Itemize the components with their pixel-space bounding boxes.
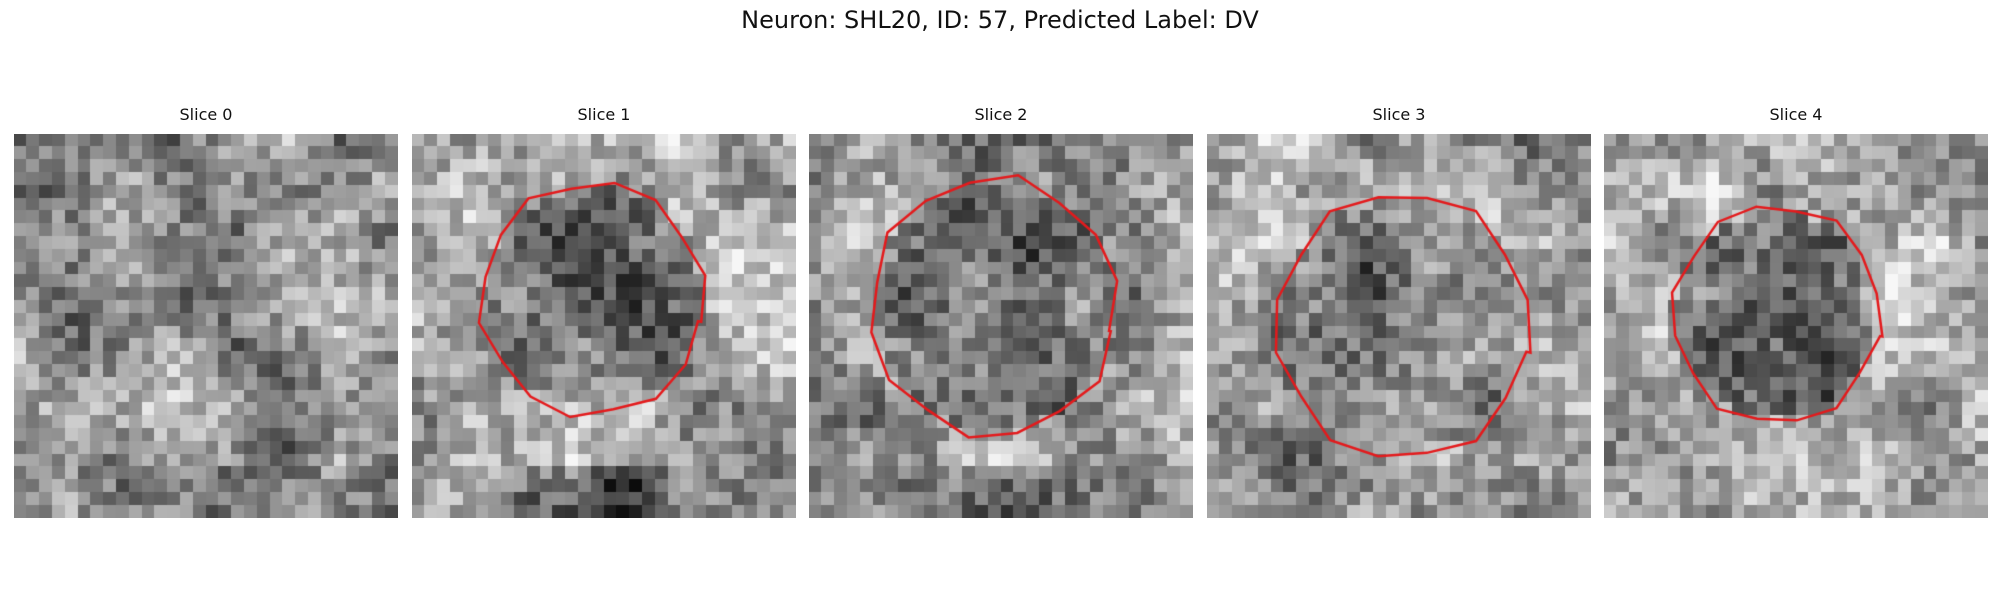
slice-title: Slice 4	[1769, 105, 1823, 124]
slice-title: Slice 0	[179, 105, 233, 124]
slice-image	[1207, 134, 1591, 518]
slice-title: Slice 1	[577, 105, 631, 124]
slice-panel-1: Slice 1	[412, 105, 796, 523]
slice-image	[1604, 134, 1988, 518]
figure-title: Neuron: SHL20, ID: 57, Predicted Label: …	[741, 6, 1259, 34]
slice-panel-2: Slice 2	[809, 105, 1193, 523]
slice-image	[412, 134, 796, 518]
slice-image	[809, 134, 1193, 518]
slice-panel-0: Slice 0	[14, 105, 398, 523]
slice-title: Slice 2	[974, 105, 1028, 124]
slice-panel-3: Slice 3	[1207, 105, 1591, 523]
slice-panel-4: Slice 4	[1604, 105, 1988, 523]
slice-title: Slice 3	[1372, 105, 1426, 124]
slice-image	[14, 134, 398, 518]
